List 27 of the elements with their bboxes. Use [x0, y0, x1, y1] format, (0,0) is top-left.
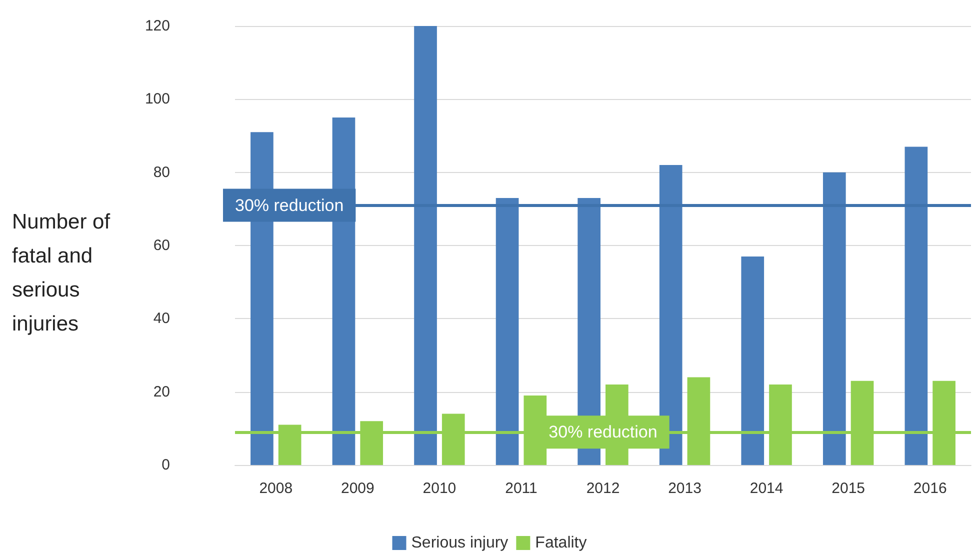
bar: [904, 146, 928, 465]
legend-label: Serious injury: [411, 534, 508, 552]
y-axis-title: Number of fatal and serious injuries: [12, 210, 116, 336]
x-tick-label: 2009: [340, 480, 374, 497]
y-tick-label: 40: [153, 310, 170, 328]
ref-line-label: 30% reduction: [235, 196, 344, 215]
bar: [414, 26, 437, 465]
x-tick-label: 2016: [913, 480, 947, 497]
y-tick-label: 0: [162, 456, 170, 474]
x-tick-label: 2012: [586, 480, 620, 497]
y-tick-label: 120: [144, 18, 170, 34]
x-tick-label: 2010: [422, 480, 456, 497]
x-tick-label: 2011: [505, 480, 538, 497]
x-tick-label: 2008: [259, 480, 293, 497]
ref-line-label: 30% reduction: [548, 422, 658, 442]
x-tick-label: 2013: [668, 480, 702, 497]
y-tick-label: 20: [153, 383, 170, 400]
bar: [496, 198, 519, 465]
legend-label: Fatality: [535, 534, 587, 552]
y-tick-label: 80: [153, 164, 170, 181]
bar: [822, 172, 846, 465]
x-tick-label: 2015: [832, 480, 866, 497]
x-tick-label: 2014: [750, 480, 784, 497]
bar: [659, 165, 682, 465]
y-tick-label: 60: [153, 237, 170, 254]
y-tick-label: 100: [144, 90, 170, 108]
bar: [741, 256, 764, 465]
